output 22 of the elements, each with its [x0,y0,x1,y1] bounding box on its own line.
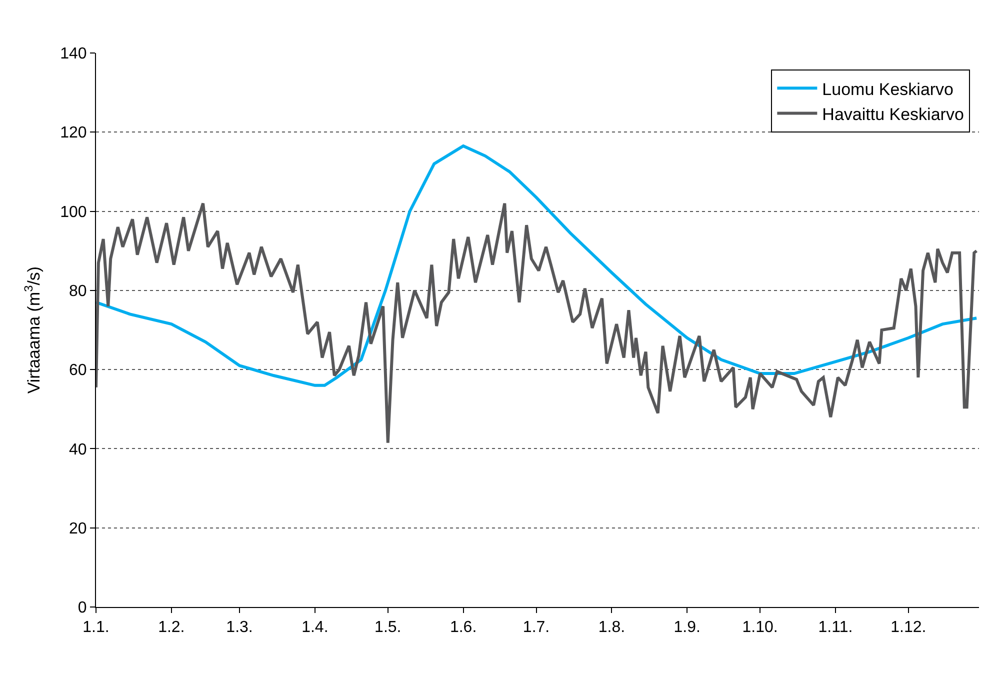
x-tick-label: 1.6. [450,619,477,636]
y-tick-label: 100 [60,204,87,221]
y-tick-label: 40 [69,441,87,458]
y-tick-label: 60 [69,362,87,380]
y-tick-label: 120 [60,124,87,142]
legend-label: Luomu Keskiarvo [822,80,954,99]
x-tick-label: 1.5. [374,619,402,636]
y-tick-label: 80 [69,283,87,300]
x-tick-label: 1.4. [302,619,328,636]
x-tick-label: 1.8. [598,619,626,636]
x-tick-label: 1.3. [226,619,253,636]
x-tick-label: 1.12. [890,619,926,636]
y-tick-label: 0 [78,600,87,617]
legend-label: Havaittu Keskiarvo [822,104,964,124]
x-tick-label: 1.7. [522,619,550,636]
y-tick-label: 20 [69,520,87,538]
y-tick-label: 140 [60,46,87,63]
x-tick-label: 1.2. [158,619,185,636]
x-tick-label: 1.10. [742,619,778,636]
x-tick-label: 1.1. [82,619,110,636]
x-tick-label: 1.9. [674,619,700,636]
x-tick-label: 1.11. [818,619,853,636]
